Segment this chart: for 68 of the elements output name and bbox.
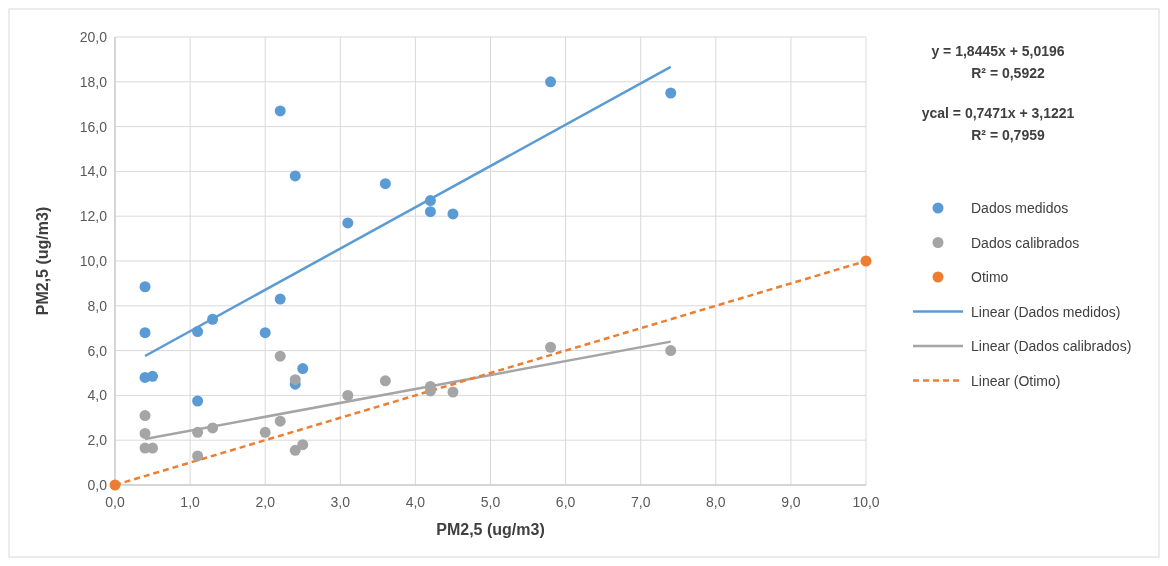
point <box>545 341 557 353</box>
point <box>665 87 677 99</box>
point <box>274 293 286 305</box>
point <box>379 375 391 387</box>
point <box>289 374 301 386</box>
point <box>274 415 286 427</box>
point <box>379 178 391 190</box>
point <box>207 422 219 434</box>
point <box>447 386 459 398</box>
x-tick-label: 7,0 <box>630 494 651 510</box>
point <box>192 326 204 338</box>
point <box>297 439 309 451</box>
x-axis-title: PM2,5 (ug/m3) <box>436 521 545 538</box>
y-tick-label: 12,0 <box>79 208 108 225</box>
legend-label: Linear (Dados medidos) <box>971 303 1121 320</box>
point <box>297 363 309 375</box>
legend-label: Otimo <box>971 269 1009 285</box>
point <box>259 426 271 438</box>
point <box>139 327 151 339</box>
x-tick-label: 8,0 <box>706 494 726 510</box>
point <box>860 255 872 267</box>
y-tick-label: 10,0 <box>79 253 108 269</box>
point <box>342 389 354 401</box>
legend-label: Linear (Dados calibrados) <box>971 338 1132 354</box>
point <box>274 105 286 117</box>
y-tick-label: 14,0 <box>79 163 108 180</box>
y-axis-title: PM2,5 (ug/m3) <box>34 206 51 316</box>
y-tick-label: 4,0 <box>87 387 108 404</box>
point <box>259 327 271 339</box>
x-tick-label: 5,0 <box>480 494 501 510</box>
x-tick-label: 6,0 <box>555 494 576 510</box>
y-tick-label: 0,0 <box>87 477 108 493</box>
y-tick-label: 8,0 <box>87 297 108 314</box>
text: ycal = 0,7471x + 3,1221 R² = 0,7959 <box>921 105 1075 143</box>
point <box>139 410 151 422</box>
y-tick-label: 20,0 <box>79 29 108 45</box>
point <box>109 479 121 491</box>
y-tick-label: 18,0 <box>79 73 108 90</box>
point <box>289 444 301 456</box>
point <box>207 313 219 325</box>
point <box>192 450 204 462</box>
y-tick-label: 6,0 <box>87 342 108 359</box>
point <box>139 427 151 439</box>
point <box>139 281 151 293</box>
y-tick-label: 2,0 <box>87 432 108 449</box>
point <box>342 217 354 229</box>
legend-label: Dados medidos <box>971 200 1069 216</box>
point <box>274 350 286 362</box>
text: y = 1,8445x + 5,0196 R² = 0,5922 <box>931 43 1065 81</box>
x-tick-label: 0,0 <box>105 494 125 510</box>
point <box>289 170 301 182</box>
legend-label: Linear (Otimo) <box>971 372 1061 389</box>
point <box>424 206 436 218</box>
point <box>192 395 204 407</box>
x-tick-label: 1,0 <box>180 494 201 510</box>
point <box>545 76 557 88</box>
x-tick-label: 4,0 <box>405 494 426 510</box>
x-tick-label: 3,0 <box>330 494 351 510</box>
point <box>665 345 677 357</box>
y-tick-label: 16,0 <box>79 118 108 135</box>
point <box>447 208 459 220</box>
point <box>147 370 159 382</box>
x-tick-label: 2,0 <box>255 494 276 510</box>
legend-label: Dados calibrados <box>971 234 1080 251</box>
point <box>192 426 204 438</box>
point <box>424 195 436 207</box>
x-tick-label: 10,0 <box>852 494 880 510</box>
x-tick-label: 9,0 <box>781 494 801 510</box>
